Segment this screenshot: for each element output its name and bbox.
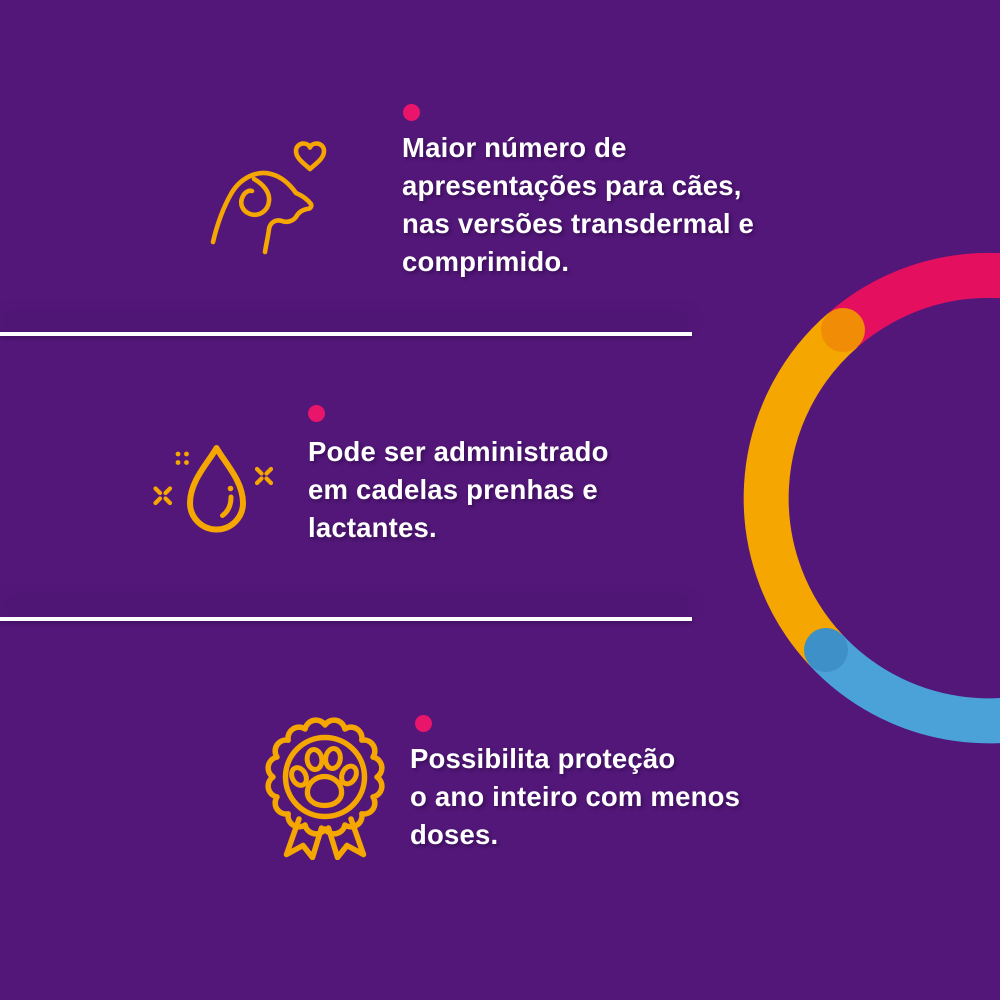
rosette-inner-circle (282, 734, 368, 820)
paw-print-icon (289, 746, 359, 809)
sparkle-dots-grid (175, 451, 189, 465)
ribbon-tail-left (283, 816, 325, 860)
heart-icon (293, 141, 327, 172)
award-ribbon-paw-icon (265, 717, 385, 860)
ring-segment-orange (743, 313, 858, 666)
bullet-dot (308, 405, 325, 422)
ribbon-tail-right (325, 816, 367, 860)
divider-line-2 (0, 617, 692, 621)
benefit-text: Pode ser administrado em cadelas prenhas… (308, 436, 609, 543)
ring-segment-blue (809, 634, 1000, 744)
ring-junction-dot-orange (821, 308, 865, 352)
sparkle-x-right (254, 466, 274, 486)
benefit-text: Possibilita proteção o ano inteiro com m… (410, 743, 741, 850)
divider-line-1 (0, 332, 692, 336)
drop-highlight-line (220, 494, 234, 518)
benefit-text: Maior número de apresentações para cães,… (402, 132, 754, 277)
ring-segment-pink (828, 252, 1000, 348)
water-drop-sparkles-icon (153, 445, 274, 533)
bullet-dot (403, 104, 420, 121)
dog-with-heart-icon (210, 141, 327, 255)
drop-highlight-dot (227, 485, 234, 492)
bullet-dot (415, 715, 432, 732)
sparkle-x-left (153, 486, 173, 506)
dog-ear-line (238, 176, 272, 218)
ring-junction-dot-blue (804, 628, 848, 672)
